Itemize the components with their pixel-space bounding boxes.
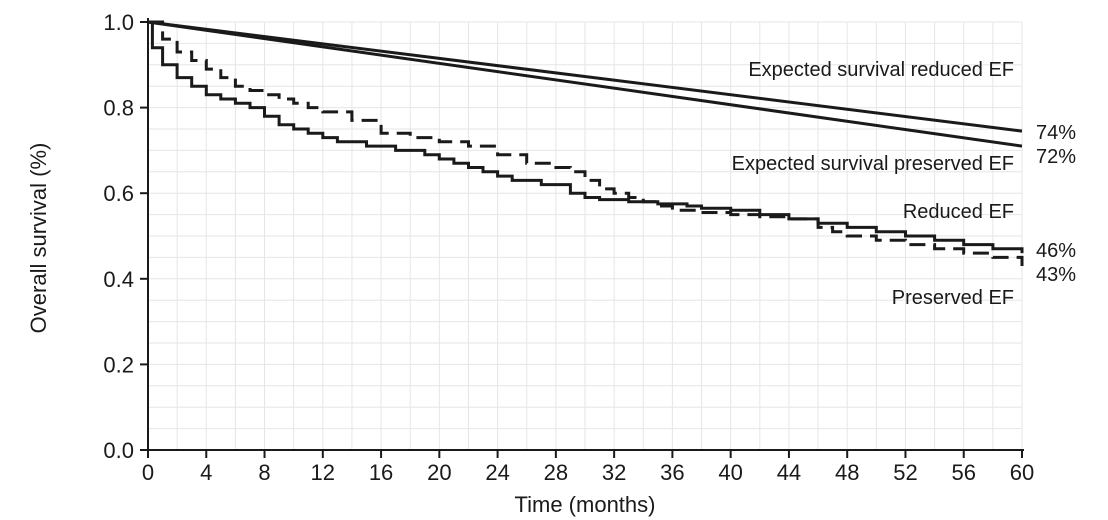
x-tick-label: 32 — [602, 460, 626, 485]
x-tick-label: 12 — [311, 460, 335, 485]
end-label-preserved-ef: 43% — [1036, 264, 1076, 286]
series-line-expected-survival-reduced-ef — [147, 20, 1023, 133]
end-label-expected-preserved-ef: 72% — [1036, 146, 1076, 168]
x-tick-label: 60 — [1010, 460, 1034, 485]
series-layer — [147, 20, 1024, 266]
y-tick-label: 0.4 — [103, 267, 134, 292]
x-axis-title: Time (months) — [515, 492, 656, 517]
x-tick-label: 20 — [427, 460, 451, 485]
x-tick-label: 52 — [893, 460, 917, 485]
series-line-preserved-ef — [148, 20, 1024, 266]
x-tick-label: 40 — [718, 460, 742, 485]
y-axis-title: Overall survival (%) — [26, 143, 51, 334]
x-tick-label: 16 — [369, 460, 393, 485]
labels: 0 4 8 12 16 20 24 28 32 36 40 44 48 52 56 600.00.20.40.… — [103, 10, 1034, 485]
series-label-expected-preserved-ef: Expected survival preserved EF — [732, 153, 1014, 175]
x-tick-label: 36 — [660, 460, 684, 485]
x-tick-label: 0 — [142, 460, 154, 485]
x-tick-label: 28 — [544, 460, 568, 485]
y-tick-label: 0.8 — [103, 96, 134, 121]
grid — [147, 21, 1023, 451]
end-label-expected-reduced-ef: 74% — [1036, 122, 1076, 144]
x-tick-label: 4 — [200, 460, 212, 485]
x-tick-label: 56 — [951, 460, 975, 485]
x-tick-label: 24 — [485, 460, 509, 485]
y-tick-label: 0.0 — [103, 438, 134, 463]
x-tick-label: 44 — [777, 460, 801, 485]
y-tick-label: 0.6 — [103, 181, 134, 206]
series-label-reduced-ef: Reduced EF — [903, 201, 1014, 223]
x-tick-label: 8 — [258, 460, 270, 485]
x-tick-label: 48 — [835, 460, 859, 485]
series-label-preserved-ef: Preserved EF — [892, 287, 1014, 309]
series-label-expected-reduced-ef: Expected survival reduced EF — [748, 59, 1014, 81]
series-line-expected-survival-preserved-ef — [147, 20, 1023, 148]
y-tick-label: 1.0 — [103, 10, 134, 35]
y-tick-label: 0.2 — [103, 352, 134, 377]
axes — [140, 18, 1024, 458]
end-label-reduced-ef: 46% — [1036, 240, 1076, 262]
